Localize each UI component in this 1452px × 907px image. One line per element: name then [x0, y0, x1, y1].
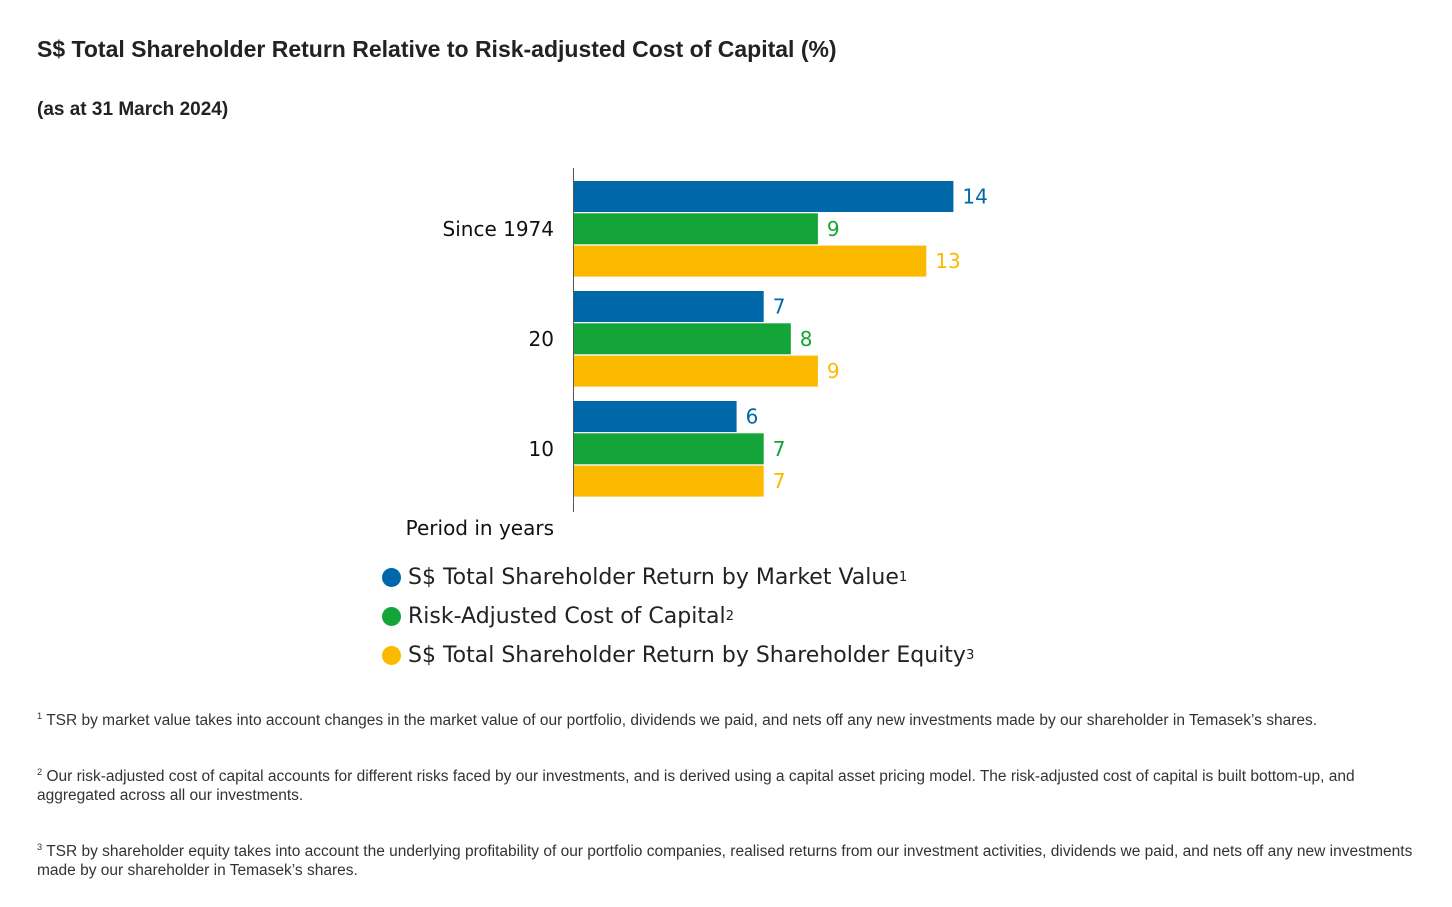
chart-legend: S$ Total Shareholder Return by Market Va…: [382, 558, 974, 675]
data-label-10-series-3: 7: [773, 469, 786, 493]
legend-dot-cost-of-capital: [382, 607, 401, 626]
legend-label-market-value: S$ Total Shareholder Return by Market Va…: [408, 565, 899, 590]
bar-20-series-1: [574, 291, 764, 322]
legend-item-cost-of-capital: Risk-Adjusted Cost of Capital 2: [382, 597, 974, 636]
footnote-3-ref: 3: [37, 841, 43, 852]
data-label-20-series-1: 7: [773, 295, 786, 319]
chart-title: S$ Total Shareholder Return Relative to …: [37, 36, 837, 62]
footnote-1-ref: 1: [37, 710, 43, 721]
bar-10-series-2: [574, 433, 764, 465]
footnote-1: 1 TSR by market value takes into account…: [37, 711, 1427, 730]
bar-since-1974-series-2: [574, 213, 818, 245]
category-label-since-1974: Since 1974: [443, 217, 554, 241]
data-label-since-1974-series-3: 13: [935, 249, 960, 273]
bar-since-1974-series-3: [574, 245, 927, 277]
legend-label-cost-of-capital: Risk-Adjusted Cost of Capital: [408, 604, 726, 629]
legend-item-market-value: S$ Total Shareholder Return by Market Va…: [382, 558, 974, 597]
footnote-2: 2 Our risk-adjusted cost of capital acco…: [37, 767, 1427, 805]
bar-10-series-3: [574, 465, 764, 497]
chart-subtitle: (as at 31 March 2024): [37, 99, 229, 120]
data-label-10-series-2: 7: [773, 437, 786, 461]
legend-dot-shareholder-equity: [382, 646, 401, 665]
bar-10-series-1: [574, 401, 737, 432]
data-label-10-series-1: 6: [746, 405, 759, 429]
category-label-10: 10: [529, 437, 554, 461]
footnote-3-text: TSR by shareholder equity takes into acc…: [37, 843, 1413, 879]
bar-20-series-3: [574, 355, 818, 387]
bar-since-1974-series-1: [574, 181, 954, 212]
data-label-20-series-3: 9: [827, 359, 840, 383]
x-axis-label: Period in years: [406, 516, 554, 540]
footnote-1-text: TSR by market value takes into account c…: [46, 712, 1318, 729]
bar-20-series-2: [574, 323, 791, 355]
footnote-2-ref: 2: [37, 766, 43, 777]
footnotes: 1 TSR by market value takes into account…: [37, 711, 1427, 880]
legend-item-shareholder-equity: S$ Total Shareholder Return by Sharehold…: [382, 636, 974, 675]
legend-dot-market-value: [382, 568, 401, 587]
footnote-2-text: Our risk-adjusted cost of capital accoun…: [37, 768, 1355, 804]
legend-label-shareholder-equity: S$ Total Shareholder Return by Sharehold…: [408, 643, 966, 668]
data-label-20-series-2: 8: [800, 327, 813, 351]
footnote-3: 3 TSR by shareholder equity takes into a…: [37, 842, 1427, 880]
data-label-since-1974-series-2: 9: [827, 217, 840, 241]
data-label-since-1974-series-1: 14: [962, 185, 987, 209]
category-label-20: 20: [529, 327, 554, 351]
category-labels: Since 1974 20 10: [443, 217, 554, 461]
